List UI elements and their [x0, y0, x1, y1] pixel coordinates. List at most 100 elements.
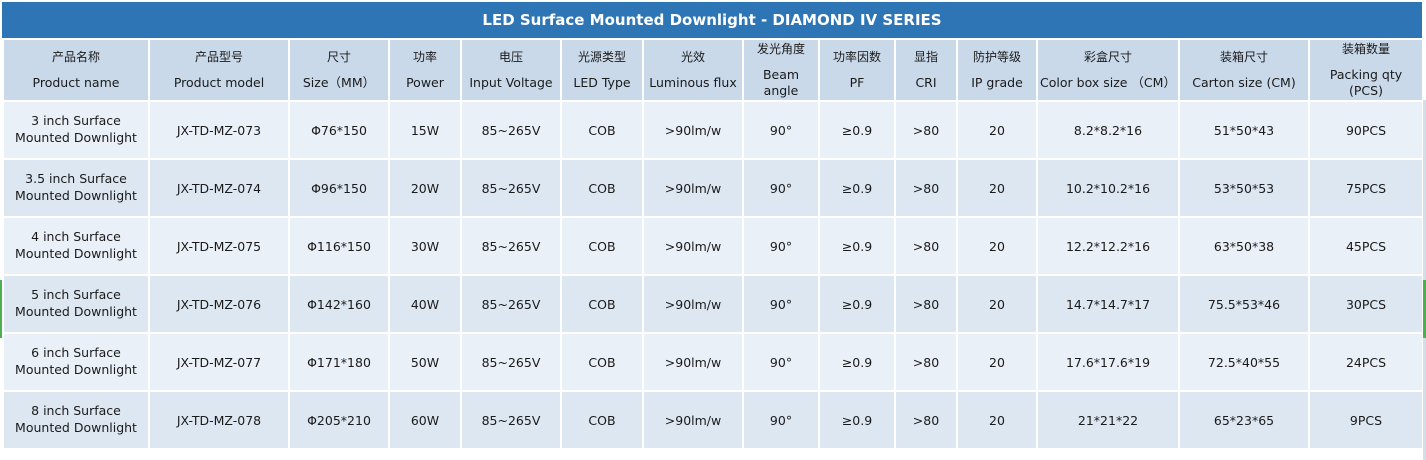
- cell-product-name: 8 inch Surface Mounted Downlight: [2, 390, 150, 450]
- cell-product-model: JX-TD-MZ-077: [148, 332, 290, 392]
- cell-luminous-flux: >90lm/w: [642, 274, 744, 334]
- spec-table: 产品名称 Product name 产品型号 Product model 尺寸 Siz…: [2, 38, 1424, 450]
- cell-size: Φ116*150: [288, 216, 390, 276]
- cell-color-box-size: 14.7*14.7*17: [1036, 274, 1180, 334]
- cell-power: 60W: [388, 390, 462, 450]
- cell-pf: ≥0.9: [818, 158, 896, 218]
- cell-beam-angle: 90°: [742, 390, 820, 450]
- cell-beam-angle: 90°: [742, 274, 820, 334]
- table-row: 8 inch Surface Mounted Downlight JX-TD-M…: [2, 390, 1424, 450]
- header-carton-size: 装箱尺寸 Carton size (CM): [1178, 38, 1310, 102]
- header-en: Product name: [32, 74, 120, 90]
- cell-product-model: JX-TD-MZ-074: [148, 158, 290, 218]
- cell-size: Φ96*150: [288, 158, 390, 218]
- cell-cri: >80: [894, 390, 958, 450]
- header-zh: 光源类型: [577, 49, 626, 64]
- cell-carton-size: 53*50*53: [1178, 158, 1310, 218]
- cell-product-model: JX-TD-MZ-075: [148, 216, 290, 276]
- cell-pf: ≥0.9: [818, 274, 896, 334]
- header-cri: 显指 CRI: [894, 38, 958, 102]
- header-zh: 装箱尺寸: [1219, 49, 1268, 64]
- header-en: Carton size (CM): [1192, 74, 1296, 90]
- cell-luminous-flux: >90lm/w: [642, 100, 744, 160]
- cell-luminous-flux: >90lm/w: [642, 332, 744, 392]
- header-zh: 功率: [412, 49, 437, 64]
- cell-packing-qty: 90PCS: [1308, 100, 1424, 160]
- header-packing-qty: 装箱数量 Packing qty (PCS): [1308, 38, 1424, 102]
- header-en: Input Voltage: [469, 74, 553, 90]
- cell-input-voltage: 85~265V: [460, 332, 562, 392]
- header-zh: 装箱数量: [1341, 41, 1390, 56]
- header-zh: 防护等级: [972, 49, 1021, 64]
- cell-ip-grade: 20: [956, 216, 1038, 276]
- cell-led-type: COB: [560, 158, 644, 218]
- header-en: Size（MM）: [302, 74, 376, 90]
- cell-led-type: COB: [560, 100, 644, 160]
- cell-input-voltage: 85~265V: [460, 216, 562, 276]
- table-row: 3.5 inch Surface Mounted Downlight JX-TD…: [2, 158, 1424, 218]
- cell-carton-size: 51*50*43: [1178, 100, 1310, 160]
- cell-power: 50W: [388, 332, 462, 392]
- header-zh: 电压: [498, 49, 523, 64]
- cell-ip-grade: 20: [956, 390, 1038, 450]
- header-en: Color box size （CM）: [1040, 74, 1176, 90]
- cell-pf: ≥0.9: [818, 100, 896, 160]
- cell-power: 20W: [388, 158, 462, 218]
- header-pf: 功率因数 PF: [818, 38, 896, 102]
- header-zh: 显指: [913, 49, 938, 64]
- cell-size: Φ142*160: [288, 274, 390, 334]
- cell-packing-qty: 30PCS: [1308, 274, 1424, 334]
- header-zh: 功率因数: [832, 49, 881, 64]
- header-zh: 尺寸: [326, 49, 351, 64]
- table-row: 5 inch Surface Mounted Downlight JX-TD-M…: [2, 274, 1424, 334]
- header-power: 功率 Power: [388, 38, 462, 102]
- cell-carton-size: 72.5*40*55: [1178, 332, 1310, 392]
- cell-carton-size: 65*23*65: [1178, 390, 1310, 450]
- cell-packing-qty: 9PCS: [1308, 390, 1424, 450]
- cell-carton-size: 75.5*53*46: [1178, 274, 1310, 334]
- cell-pf: ≥0.9: [818, 332, 896, 392]
- header-en: PF: [849, 74, 865, 90]
- table-title: LED Surface Mounted Downlight - DIAMOND …: [2, 2, 1422, 38]
- cell-power: 40W: [388, 274, 462, 334]
- header-color-box-size: 彩盒尺寸 Color box size （CM）: [1036, 38, 1180, 102]
- cell-cri: >80: [894, 158, 958, 218]
- header-zh: 产品名称: [51, 49, 100, 64]
- cell-cri: >80: [894, 100, 958, 160]
- cell-pf: ≥0.9: [818, 216, 896, 276]
- row-selection-marker-left: [0, 280, 2, 338]
- cell-product-model: JX-TD-MZ-076: [148, 274, 290, 334]
- cell-power: 30W: [388, 216, 462, 276]
- header-en: CRI: [915, 74, 937, 90]
- cell-beam-angle: 90°: [742, 158, 820, 218]
- cell-packing-qty: 75PCS: [1308, 158, 1424, 218]
- header-size: 尺寸 Size（MM）: [288, 38, 390, 102]
- header-zh: 发光角度: [756, 41, 805, 56]
- cell-packing-qty: 24PCS: [1308, 332, 1424, 392]
- header-en: LED Type: [573, 74, 631, 90]
- cell-luminous-flux: >90lm/w: [642, 158, 744, 218]
- cell-carton-size: 63*50*38: [1178, 216, 1310, 276]
- table-row: 4 inch Surface Mounted Downlight JX-TD-M…: [2, 216, 1424, 276]
- cell-product-name: 6 inch Surface Mounted Downlight: [2, 332, 150, 392]
- cell-product-name: 3.5 inch Surface Mounted Downlight: [2, 158, 150, 218]
- cell-product-name: 5 inch Surface Mounted Downlight: [2, 274, 150, 334]
- cell-size: Φ205*210: [288, 390, 390, 450]
- cell-color-box-size: 8.2*8.2*16: [1036, 100, 1180, 160]
- header-led-type: 光源类型 LED Type: [560, 38, 644, 102]
- cell-cri: >80: [894, 274, 958, 334]
- header-zh: 彩盒尺寸: [1083, 49, 1132, 64]
- cell-input-voltage: 85~265V: [460, 158, 562, 218]
- cell-led-type: COB: [560, 274, 644, 334]
- header-en: IP grade: [971, 74, 1023, 90]
- cell-product-name: 4 inch Surface Mounted Downlight: [2, 216, 150, 276]
- cell-ip-grade: 20: [956, 158, 1038, 218]
- table-row: 6 inch Surface Mounted Downlight JX-TD-M…: [2, 332, 1424, 392]
- header-luminous-flux: 光效 Luminous flux: [642, 38, 744, 102]
- cell-product-model: JX-TD-MZ-078: [148, 390, 290, 450]
- cell-input-voltage: 85~265V: [460, 274, 562, 334]
- header-product-name: 产品名称 Product name: [2, 38, 150, 102]
- header-input-voltage: 电压 Input Voltage: [460, 38, 562, 102]
- cell-cri: >80: [894, 216, 958, 276]
